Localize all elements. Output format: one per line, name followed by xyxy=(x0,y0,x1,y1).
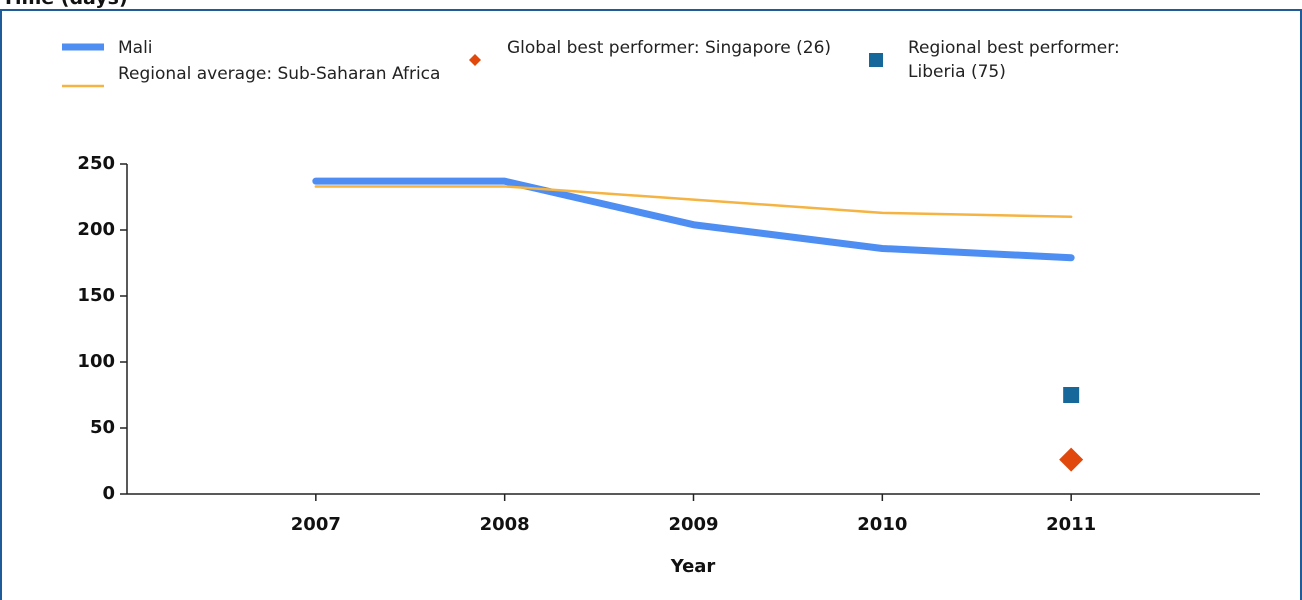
legend-label: Regional best performer: Liberia (75) xyxy=(908,38,1120,82)
x-tick-label: 2007 xyxy=(291,514,341,535)
line xyxy=(314,185,1073,219)
x-tick-label: 2008 xyxy=(480,514,530,535)
frame xyxy=(0,9,1302,600)
legend-label: Global best performer: Singapore (26) xyxy=(507,38,832,58)
legend-swatch xyxy=(869,53,883,67)
y-tick-label: 150 xyxy=(77,285,115,306)
line xyxy=(312,177,1075,262)
y-tick-label: 100 xyxy=(77,351,115,372)
legend-swatch xyxy=(469,54,481,66)
y-tick-label: 0 xyxy=(102,483,115,504)
chart-title: Time (days) xyxy=(2,0,132,9)
square-marker xyxy=(1063,387,1080,403)
y-tick-label: 200 xyxy=(77,219,115,240)
diamond-marker xyxy=(1059,447,1084,472)
x-axis-label: Year xyxy=(670,556,716,577)
legend-label: Regional average: Sub-Saharan Africa xyxy=(118,64,441,84)
y-tick-label: 250 xyxy=(77,153,115,174)
x-tick-label: 2010 xyxy=(857,514,907,535)
legend-label: Mali xyxy=(118,38,153,58)
y-tick-label: 50 xyxy=(90,417,115,438)
x-tick-label: 2009 xyxy=(668,514,718,535)
x-tick-label: 2011 xyxy=(1046,514,1096,535)
